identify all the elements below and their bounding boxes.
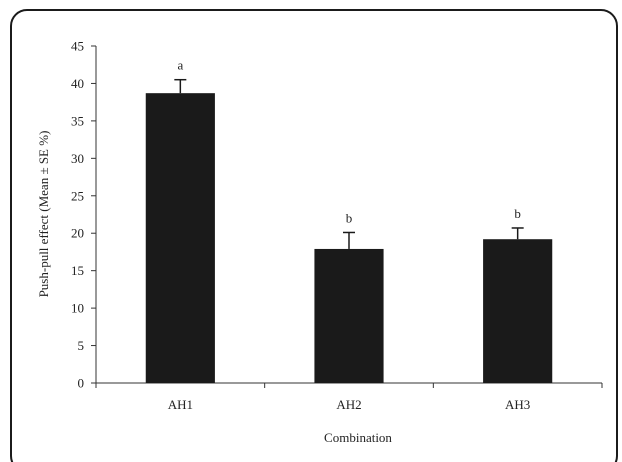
bar-ah3	[483, 239, 553, 383]
bars: a b b	[145, 58, 553, 384]
significance-letter-ah3: b	[514, 206, 521, 221]
y-tick-label: 25	[71, 188, 84, 203]
frame-border	[10, 9, 618, 462]
y-tick-label: 5	[78, 338, 85, 353]
x-axis-title: Combination	[324, 430, 392, 445]
bar-ah1	[145, 93, 215, 384]
significance-letter-ah1: a	[177, 58, 183, 73]
y-tick-label: 10	[71, 301, 84, 316]
y-tick-label: 30	[71, 151, 84, 166]
y-tick-label: 20	[71, 226, 84, 241]
y-tick-label: 45	[71, 39, 84, 54]
x-tick-label-ah3: AH3	[505, 397, 530, 412]
y-tick-label: 35	[71, 113, 84, 128]
y-tick-label: 0	[78, 376, 85, 391]
y-axis: 0 5 10 15 20 25 30 35 40 45	[71, 39, 97, 391]
bar-ah2	[314, 248, 384, 383]
x-tick-label-ah2: AH2	[336, 397, 361, 412]
x-tick-label-ah1: AH1	[168, 397, 193, 412]
y-axis-title: Push-pull effect (Mean ± SE %)	[36, 131, 51, 298]
significance-letter-ah2: b	[346, 210, 353, 225]
y-tick-label: 40	[71, 76, 84, 91]
y-tick-label: 15	[71, 263, 84, 278]
